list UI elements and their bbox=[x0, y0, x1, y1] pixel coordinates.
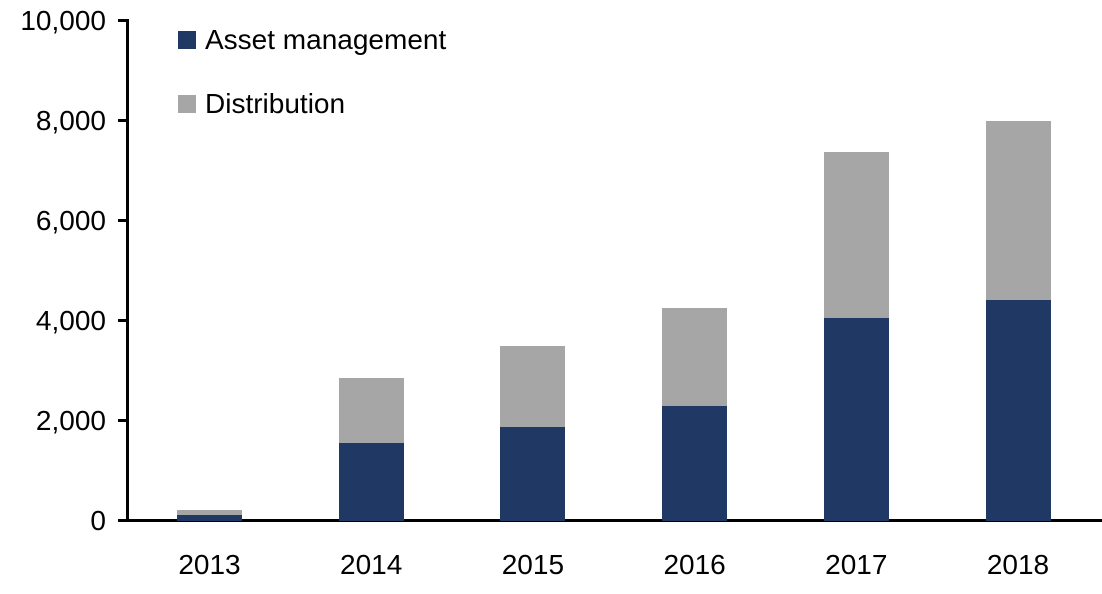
x-tick-label-2015: 2015 bbox=[501, 549, 565, 580]
y-tick-label-0: 0 bbox=[90, 504, 106, 536]
legend-label-asset-management: Asset management bbox=[205, 24, 447, 55]
y-tick-label-6000: 6,000 bbox=[35, 204, 106, 236]
legend-item-distribution: Distribution bbox=[178, 90, 446, 118]
y-axis-line bbox=[126, 19, 129, 522]
x-axis-line bbox=[118, 519, 1102, 522]
legend: Asset management Distribution bbox=[178, 26, 446, 154]
bar-segment-2014-distribution bbox=[338, 377, 404, 443]
x-tick-label-2013: 2013 bbox=[178, 549, 241, 580]
bar-segment-2013-distribution bbox=[177, 509, 242, 515]
bar-segment-2017-asset-management bbox=[823, 318, 889, 521]
y-tick-mark-4000 bbox=[118, 319, 127, 322]
x-tick-label-2018: 2018 bbox=[986, 549, 1050, 580]
y-tick-label-4000: 4,000 bbox=[35, 304, 106, 336]
bar-segment-2018-asset-management bbox=[985, 299, 1051, 521]
bar-segment-2016-asset-management bbox=[662, 405, 728, 521]
y-tick-mark-0 bbox=[118, 519, 127, 522]
y-tick-mark-10000 bbox=[118, 19, 127, 22]
bar-segment-2015-distribution bbox=[500, 345, 566, 427]
y-tick-mark-6000 bbox=[118, 219, 127, 222]
bar-segment-2014-asset-management bbox=[338, 443, 404, 521]
bar-segment-2016-distribution bbox=[662, 308, 728, 406]
x-tick-label-2016: 2016 bbox=[663, 549, 726, 580]
bar-segment-2018-distribution bbox=[985, 120, 1051, 300]
bar-segment-2013-asset-management bbox=[177, 514, 242, 521]
bar-segment-2015-asset-management bbox=[500, 426, 566, 521]
y-tick-label-8000: 8,000 bbox=[35, 104, 106, 136]
legend-swatch-distribution bbox=[178, 95, 196, 113]
y-tick-label-2000: 2,000 bbox=[35, 404, 106, 436]
bar-segment-2017-distribution bbox=[823, 151, 889, 318]
y-tick-mark-2000 bbox=[118, 419, 127, 422]
legend-swatch-asset-management bbox=[178, 31, 196, 49]
legend-item-asset-management: Asset management bbox=[178, 26, 446, 54]
y-tick-mark-8000 bbox=[118, 119, 127, 122]
x-tick-label-2017: 2017 bbox=[825, 549, 888, 580]
x-tick-label-2014: 2014 bbox=[340, 549, 403, 580]
y-tick-label-10000: 10,000 bbox=[20, 4, 106, 36]
legend-label-distribution: Distribution bbox=[205, 88, 346, 119]
